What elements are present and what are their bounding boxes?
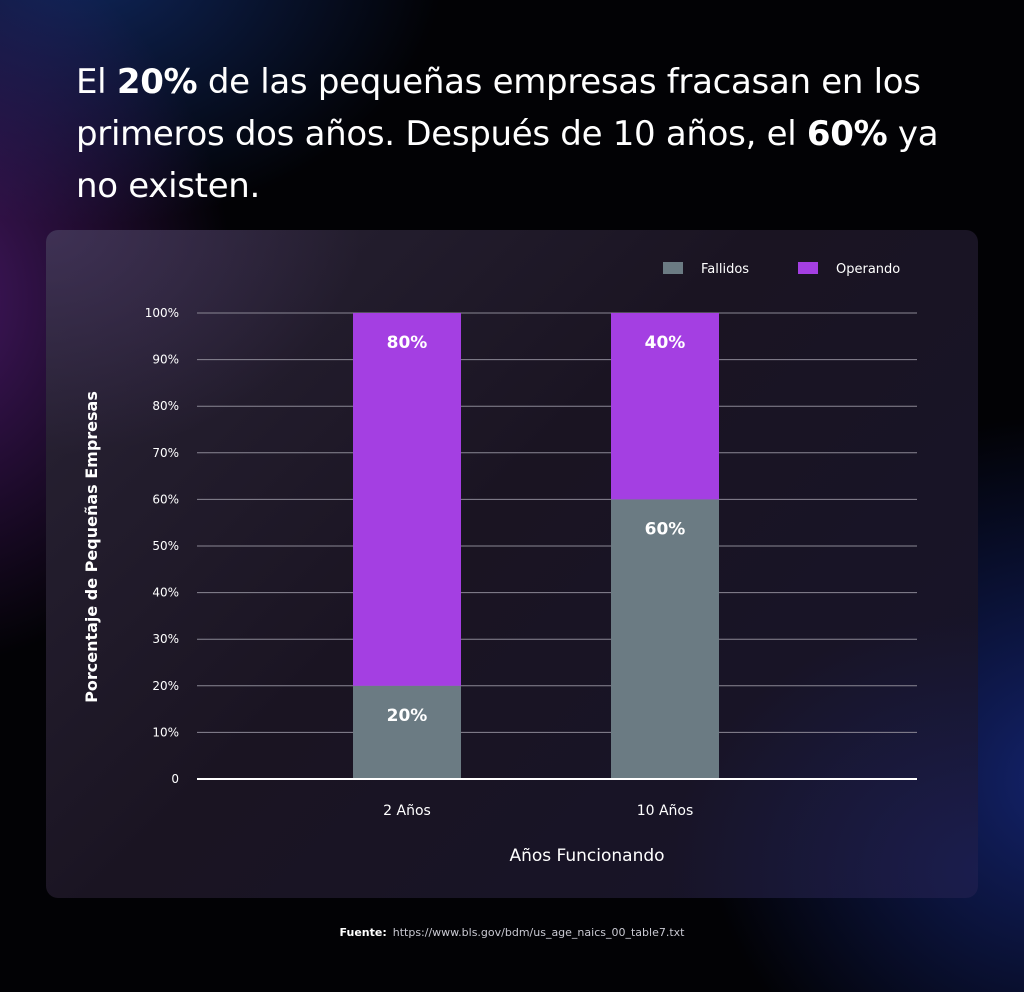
bar-fallidos-0 xyxy=(353,685,461,779)
bar-operando-0 xyxy=(353,313,461,686)
y-axis-title: Porcentaje de Pequeñas Empresas xyxy=(82,391,101,703)
legend-label-fallidos: Fallidos xyxy=(701,262,749,277)
y-tick-label-60: 60% xyxy=(152,492,179,506)
data-label-fallidos-1: 60% xyxy=(645,519,686,539)
y-tick-label-20: 20% xyxy=(152,679,179,693)
x-axis-title: Años Funcionando xyxy=(509,846,664,866)
headline-text-3: ya no existen. xyxy=(76,114,939,206)
y-tick-label-50: 50% xyxy=(152,539,179,553)
y-tick-label-30: 30% xyxy=(152,632,179,646)
headline: El 20% de las pequeñas empresas fracasan… xyxy=(76,56,976,212)
y-tick-label-10: 10% xyxy=(152,725,179,739)
bar-operando-1 xyxy=(611,313,719,500)
headline-text-1: El xyxy=(76,62,117,102)
y-tick-label-0: 0 xyxy=(171,772,179,786)
headline-highlight-60: 60% xyxy=(806,114,888,154)
y-tick-label-100: 100% xyxy=(145,306,179,320)
headline-text-2: de las pequeñas empresas fracasan en los… xyxy=(76,62,921,154)
source-line: Fuente: https://www.bls.gov/bdm/us_age_na… xyxy=(0,926,1024,939)
chart-card: 0 10% 20% 30% 40% 50% 60% 70% 80% 90% 100% 20% 80% 2 … xyxy=(46,230,978,898)
y-tick-label-40: 40% xyxy=(152,586,179,600)
legend-swatch-fallidos xyxy=(663,262,683,274)
legend-label-operando: Operando xyxy=(836,262,900,277)
data-label-operando-0: 80% xyxy=(387,333,428,353)
source-url: https://www.bls.gov/bdm/us_age_naics_00_… xyxy=(392,926,685,939)
bar-fallidos-1 xyxy=(611,499,719,779)
y-tick-label-90: 90% xyxy=(152,353,179,367)
data-label-operando-1: 40% xyxy=(645,333,686,353)
data-label-fallidos-0: 20% xyxy=(387,706,428,726)
y-tick-label-80: 80% xyxy=(152,399,179,413)
headline-highlight-20: 20% xyxy=(116,62,198,102)
source-label: Fuente: xyxy=(339,926,387,939)
x-tick-label-0: 2 Años xyxy=(383,803,431,819)
y-tick-label-70: 70% xyxy=(152,446,179,460)
legend-swatch-operando xyxy=(798,262,818,274)
x-tick-label-1: 10 Años xyxy=(637,803,694,819)
stacked-bar-chart: 0 10% 20% 30% 40% 50% 60% 70% 80% 90% 100% 20% 80% 2 … xyxy=(82,262,917,866)
